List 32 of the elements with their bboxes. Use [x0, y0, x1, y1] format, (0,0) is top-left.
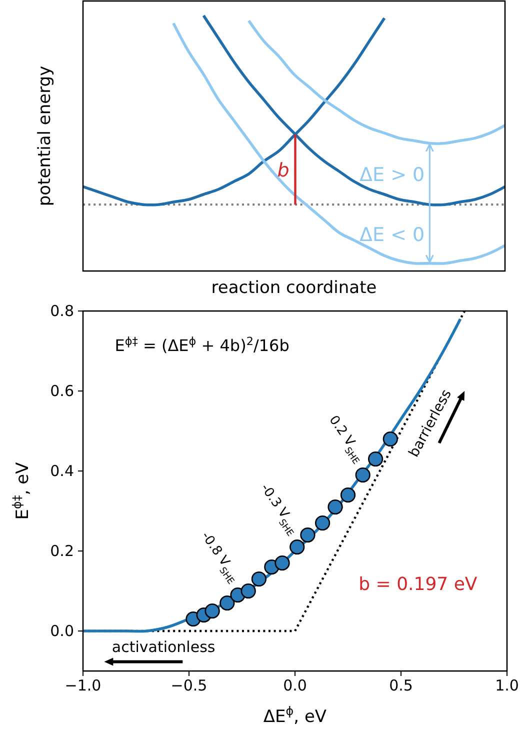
point — [274, 555, 290, 571]
point — [290, 539, 305, 555]
y-tick-label: 0.6 — [50, 382, 74, 400]
y-tick-label: 0.4 — [50, 462, 74, 480]
annotation: ΔE < 0 — [360, 224, 425, 246]
x-tick-label: −1.0 — [64, 676, 102, 695]
point — [355, 467, 370, 483]
point — [340, 487, 356, 503]
y-tick-label: 0.0 — [50, 622, 74, 640]
annotation: E$^{ϕ‡}$ = (ΔE$^{ϕ}$ + 4b)$^{2}$/16b — [114, 334, 290, 355]
point — [328, 499, 343, 515]
x-tick-label: 0.5 — [389, 676, 413, 695]
point — [220, 595, 235, 611]
annotation: b = 0.197 eV — [358, 574, 478, 595]
point — [300, 527, 316, 543]
point — [382, 431, 398, 447]
x-axis-title: ΔE$^{ϕ}$, eV — [263, 704, 327, 727]
point — [315, 515, 330, 531]
y-tick-label: 0.2 — [50, 542, 74, 560]
y-tick-label: 0.8 — [50, 302, 74, 320]
point — [368, 451, 384, 467]
x-tick-label: 0.0 — [283, 676, 307, 695]
point — [251, 571, 267, 587]
x-tick-label: 1.0 — [495, 676, 519, 695]
point — [240, 583, 256, 599]
annotation: ΔE > 0 — [360, 164, 425, 186]
y-axis-title: potential energy — [35, 66, 55, 206]
x-axis-title: reaction coordinate — [211, 278, 377, 298]
point — [204, 603, 220, 619]
annotation: b — [277, 159, 290, 182]
annotation: activationless — [112, 638, 216, 656]
x-tick-label: −0.5 — [170, 676, 208, 695]
